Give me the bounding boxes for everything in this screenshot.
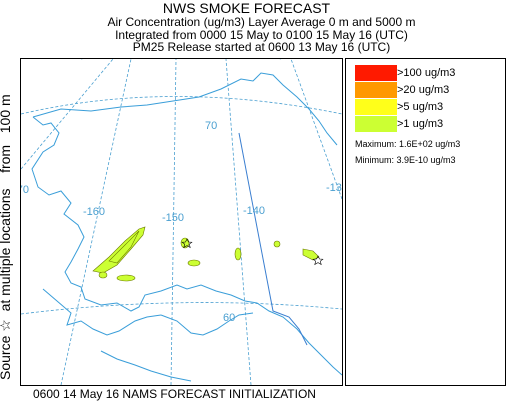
lon-130-line <box>290 58 343 200</box>
source-star-icon <box>181 238 193 249</box>
legend-swatch-1 <box>355 116 397 132</box>
integration-subtitle: Integrated from 0000 15 May to 0100 15 M… <box>115 28 408 42</box>
lon-150-line <box>170 58 177 386</box>
lat-70-line <box>20 96 343 115</box>
smoke-plumes <box>92 226 320 282</box>
forecast-title: NWS SMOKE FORECAST <box>162 0 331 16</box>
lon-170-line <box>20 58 114 170</box>
source-star-icon <box>312 255 324 266</box>
plume-west-south <box>116 274 136 282</box>
alaska-coastline <box>31 72 343 382</box>
source-stars <box>181 238 324 266</box>
lon-140-line <box>225 58 252 386</box>
lon-170-label: -170 <box>21 184 29 196</box>
plume-east-b <box>273 240 281 248</box>
lat-60-line <box>20 302 343 315</box>
lon-160-label: -160 <box>83 206 105 218</box>
maximum-value: Maximum: 1.6E+02 ug/m3 <box>355 139 461 149</box>
plume-west-small <box>98 271 108 279</box>
minimum-value: Minimum: 3.9E-10 ug/m3 <box>355 155 456 165</box>
legend-swatch-20 <box>355 82 397 98</box>
legend-swatch-100 <box>355 65 397 81</box>
legend-label-5: >5 ug/m3 <box>397 101 444 113</box>
graticule-labels: 70 60 -170 -160 -150 -140 -130 <box>7 120 348 324</box>
source-side-label: Source ☆ at multiple locations from 100 … <box>0 94 13 380</box>
plume-central-south <box>187 259 201 267</box>
legend-panel: >100 ug/m3 >20 ug/m3 >5 ug/m3 >1 ug/m3 M… <box>345 58 506 386</box>
lon-150-label: -150 <box>162 212 184 224</box>
legend-swatch-5 <box>355 99 397 115</box>
plume-far-east <box>302 248 320 261</box>
legend-label-1: >1 ug/m3 <box>397 118 444 130</box>
forecast-initialization: 0600 14 May 16 NAMS FORECAST INITIALIZAT… <box>33 387 316 401</box>
legend-label-100: >100 ug/m3 <box>397 67 456 79</box>
lon-160-line <box>60 58 132 386</box>
lon-130-label: -130 <box>326 182 342 194</box>
lat-60-label: 60 <box>223 312 235 324</box>
concentration-subtitle: Air Concentration (ug/m3) Layer Average … <box>107 15 416 29</box>
lon-140-label: -140 <box>243 205 265 217</box>
legend-label-20: >20 ug/m3 <box>397 84 450 96</box>
canada-border <box>238 132 308 346</box>
map-canvas: 70 60 -170 -160 -150 -140 -130 <box>7 48 348 386</box>
lat-70-label: 70 <box>205 120 217 132</box>
plume-west <box>92 226 146 274</box>
plume-east-a <box>234 247 242 261</box>
smoke-map: 70 60 -170 -160 -150 -140 -130 <box>7 48 348 386</box>
release-subtitle: PM25 Release started at 0600 13 May 16 (… <box>132 40 391 54</box>
